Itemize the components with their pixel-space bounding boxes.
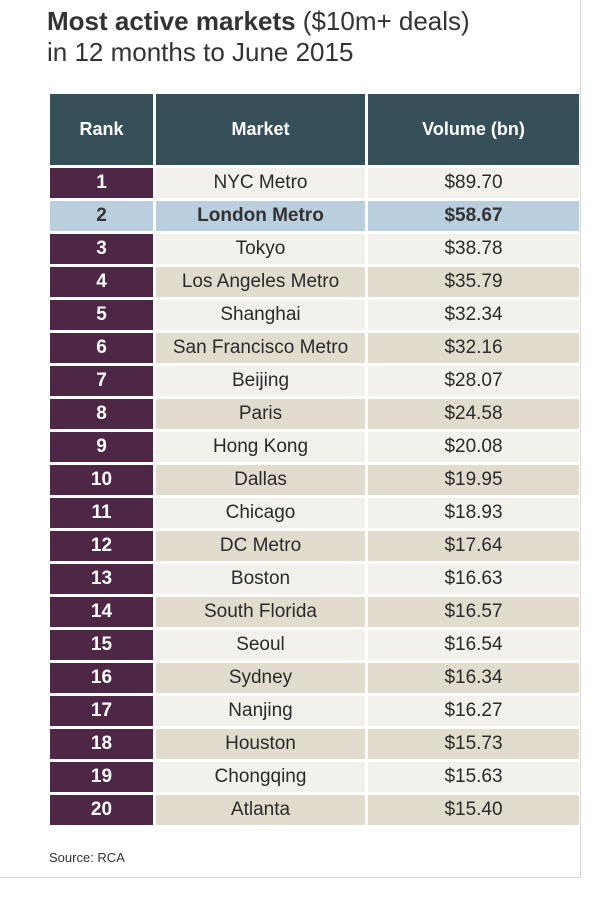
volume-cell: $89.70 — [368, 168, 579, 198]
market-cell: Atlanta — [156, 795, 365, 825]
rank-cell: 6 — [50, 333, 153, 363]
market-cell: London Metro — [156, 201, 365, 231]
table-row: 20 Atlanta $15.40 — [50, 795, 579, 825]
volume-cell: $16.27 — [368, 696, 579, 726]
market-cell: Seoul — [156, 630, 365, 660]
table-header-row: Rank Market Volume (bn) — [50, 94, 579, 165]
market-cell: DC Metro — [156, 531, 365, 561]
volume-cell: $15.73 — [368, 729, 579, 759]
rank-cell: 4 — [50, 267, 153, 297]
table-row: 16 Sydney $16.34 — [50, 663, 579, 693]
rank-cell: 16 — [50, 663, 153, 693]
table-row: 18 Houston $15.73 — [50, 729, 579, 759]
market-cell: Nanjing — [156, 696, 365, 726]
market-cell: NYC Metro — [156, 168, 365, 198]
volume-cell: $24.58 — [368, 399, 579, 429]
market-cell: San Francisco Metro — [156, 333, 365, 363]
frame-right-border — [580, 0, 581, 878]
table-row: 12 DC Metro $17.64 — [50, 531, 579, 561]
volume-cell: $16.63 — [368, 564, 579, 594]
table-row: 9 Hong Kong $20.08 — [50, 432, 579, 462]
table-row: 15 Seoul $16.54 — [50, 630, 579, 660]
rank-cell: 1 — [50, 168, 153, 198]
rank-cell: 14 — [50, 597, 153, 627]
market-cell: South Florida — [156, 597, 365, 627]
frame-bottom-border — [0, 877, 581, 878]
market-cell: Tokyo — [156, 234, 365, 264]
market-cell: Boston — [156, 564, 365, 594]
market-cell: Dallas — [156, 465, 365, 495]
rank-cell: 20 — [50, 795, 153, 825]
header-volume: Volume (bn) — [368, 94, 579, 165]
table-row: 17 Nanjing $16.27 — [50, 696, 579, 726]
title-bold: Most active markets — [47, 6, 296, 36]
volume-cell: $20.08 — [368, 432, 579, 462]
volume-cell: $35.79 — [368, 267, 579, 297]
volume-cell: $15.63 — [368, 762, 579, 792]
volume-cell: $16.54 — [368, 630, 579, 660]
table-row: 8 Paris $24.58 — [50, 399, 579, 429]
table-row: 7 Beijing $28.07 — [50, 366, 579, 396]
rank-cell: 15 — [50, 630, 153, 660]
table-row: 4 Los Angeles Metro $35.79 — [50, 267, 579, 297]
rank-cell: 2 — [50, 201, 153, 231]
market-cell: Sydney — [156, 663, 365, 693]
market-cell: Paris — [156, 399, 365, 429]
volume-cell: $28.07 — [368, 366, 579, 396]
rank-cell: 12 — [50, 531, 153, 561]
table-row: 1 NYC Metro $89.70 — [50, 168, 579, 198]
market-cell: Shanghai — [156, 300, 365, 330]
market-cell: Houston — [156, 729, 365, 759]
rank-cell: 17 — [50, 696, 153, 726]
table-row: 14 South Florida $16.57 — [50, 597, 579, 627]
table-row: 2 London Metro $58.67 — [50, 201, 579, 231]
rank-cell: 10 — [50, 465, 153, 495]
rank-cell: 18 — [50, 729, 153, 759]
market-cell: Los Angeles Metro — [156, 267, 365, 297]
market-cell: Hong Kong — [156, 432, 365, 462]
chart-title: Most active markets ($10m+ deals) in 12 … — [47, 6, 587, 68]
volume-cell: $15.40 — [368, 795, 579, 825]
table-row: 5 Shanghai $32.34 — [50, 300, 579, 330]
volume-cell: $17.64 — [368, 531, 579, 561]
volume-cell: $38.78 — [368, 234, 579, 264]
table-row: 13 Boston $16.63 — [50, 564, 579, 594]
rank-cell: 5 — [50, 300, 153, 330]
table-row: 19 Chongqing $15.63 — [50, 762, 579, 792]
market-cell: Chongqing — [156, 762, 365, 792]
table-row: 6 San Francisco Metro $32.16 — [50, 333, 579, 363]
volume-cell: $32.34 — [368, 300, 579, 330]
source-note: Source: RCA — [49, 850, 125, 865]
volume-cell: $58.67 — [368, 201, 579, 231]
title-rest: ($10m+ deals) — [295, 6, 470, 36]
markets-table: Rank Market Volume (bn) 1 NYC Metro $89.70… — [47, 91, 582, 828]
title-line2: in 12 months to June 2015 — [47, 37, 354, 67]
rank-cell: 8 — [50, 399, 153, 429]
volume-cell: $16.34 — [368, 663, 579, 693]
table-row: 10 Dallas $19.95 — [50, 465, 579, 495]
volume-cell: $16.57 — [368, 597, 579, 627]
rank-cell: 11 — [50, 498, 153, 528]
market-cell: Beijing — [156, 366, 365, 396]
rank-cell: 7 — [50, 366, 153, 396]
header-rank: Rank — [50, 94, 153, 165]
market-cell: Chicago — [156, 498, 365, 528]
rank-cell: 13 — [50, 564, 153, 594]
rank-cell: 3 — [50, 234, 153, 264]
header-market: Market — [156, 94, 365, 165]
volume-cell: $18.93 — [368, 498, 579, 528]
table-row: 11 Chicago $18.93 — [50, 498, 579, 528]
table-row: 3 Tokyo $38.78 — [50, 234, 579, 264]
table-body: 1 NYC Metro $89.70 2 London Metro $58.67 3 Toky… — [50, 168, 579, 825]
volume-cell: $19.95 — [368, 465, 579, 495]
rank-cell: 19 — [50, 762, 153, 792]
rank-cell: 9 — [50, 432, 153, 462]
volume-cell: $32.16 — [368, 333, 579, 363]
